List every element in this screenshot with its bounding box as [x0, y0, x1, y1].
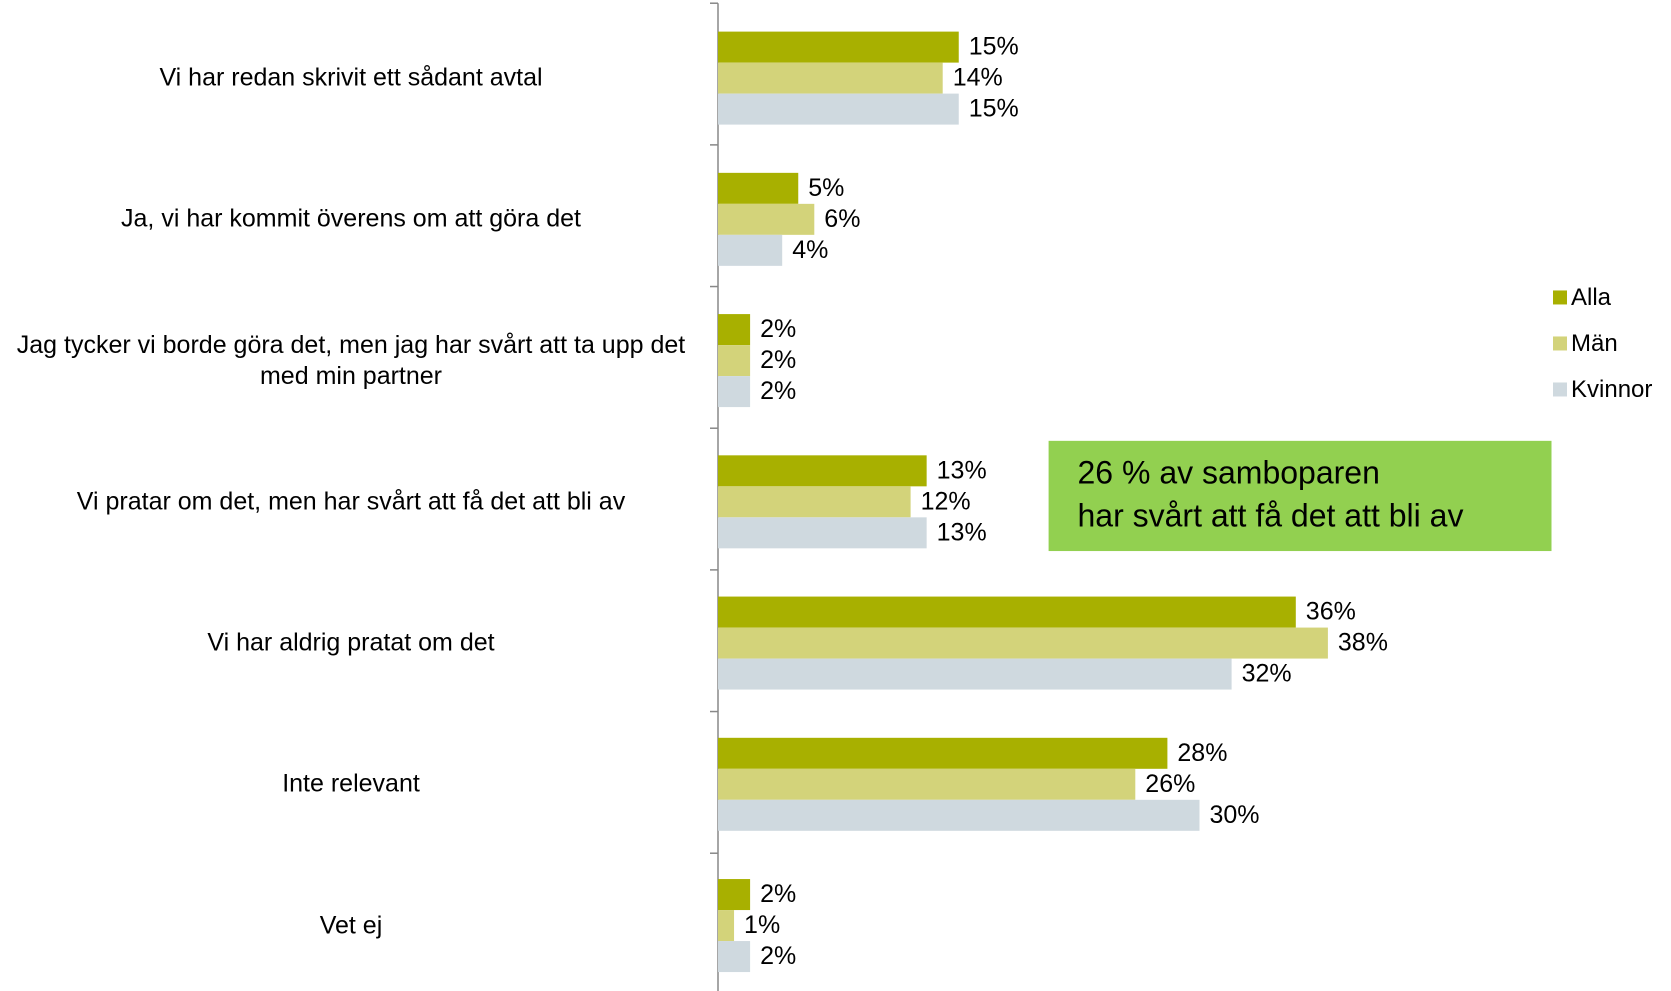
category-label: Vet ej	[319, 911, 383, 940]
bar	[718, 234, 783, 266]
value-label: 30%	[1210, 801, 1260, 829]
bar	[718, 879, 751, 911]
bar	[718, 658, 1232, 690]
value-label: 13%	[937, 456, 987, 484]
value-label: 1%	[744, 911, 780, 939]
annotation-box	[1048, 440, 1552, 552]
value-label: 15%	[969, 95, 1019, 123]
bar	[718, 627, 1328, 659]
bar	[718, 596, 1296, 628]
value-label: 26%	[1145, 770, 1195, 798]
value-label: 28%	[1177, 739, 1227, 767]
value-label: 2%	[760, 315, 796, 343]
bar	[718, 737, 1168, 769]
value-label: 2%	[760, 880, 796, 908]
legend-label: Män	[1571, 330, 1618, 357]
bar	[718, 203, 815, 235]
bar	[718, 62, 943, 94]
bar	[718, 910, 735, 942]
legend-swatch	[1553, 290, 1567, 305]
value-label: 36%	[1306, 598, 1356, 626]
bar	[718, 941, 751, 973]
bar	[718, 486, 911, 518]
bar	[718, 345, 751, 377]
value-label: 2%	[760, 346, 796, 374]
category-label: Vi pratar om det, men har svårt att få d…	[76, 487, 626, 516]
category-label: Vi har redan skrivit ett sådant avtal	[159, 63, 543, 92]
bar	[718, 172, 799, 204]
bar	[718, 93, 959, 125]
annotation-text: har svårt att få det att bli av	[1077, 497, 1463, 533]
legend-label: Alla	[1571, 284, 1612, 311]
value-label: 6%	[824, 205, 860, 233]
bar	[718, 314, 751, 346]
bar	[718, 768, 1136, 800]
bar	[718, 376, 751, 408]
bar	[718, 517, 927, 549]
legend-swatch	[1553, 336, 1567, 351]
legend-swatch	[1553, 382, 1567, 397]
value-label: 4%	[792, 236, 828, 264]
category-label: Inte relevant	[282, 769, 420, 798]
bar	[718, 455, 927, 487]
category-label: Ja, vi har kommit överens om att göra de…	[121, 204, 581, 233]
value-label: 32%	[1242, 660, 1292, 688]
value-label: 38%	[1338, 629, 1388, 657]
value-label: 5%	[808, 174, 844, 202]
category-label: Vi har aldrig pratat om det	[207, 628, 495, 657]
value-label: 2%	[760, 377, 796, 405]
value-label: 12%	[921, 487, 971, 515]
value-label: 2%	[760, 942, 796, 970]
legend-label: Kvinnor	[1571, 376, 1652, 403]
value-label: 13%	[937, 518, 987, 546]
bar	[718, 799, 1200, 831]
annotation-text: 26 % av samboparen	[1077, 455, 1379, 491]
value-label: 15%	[969, 33, 1019, 61]
category-label: Jag tycker vi borde göra det, men jag ha…	[16, 330, 686, 390]
bar	[718, 31, 959, 63]
value-label: 14%	[953, 64, 1003, 92]
